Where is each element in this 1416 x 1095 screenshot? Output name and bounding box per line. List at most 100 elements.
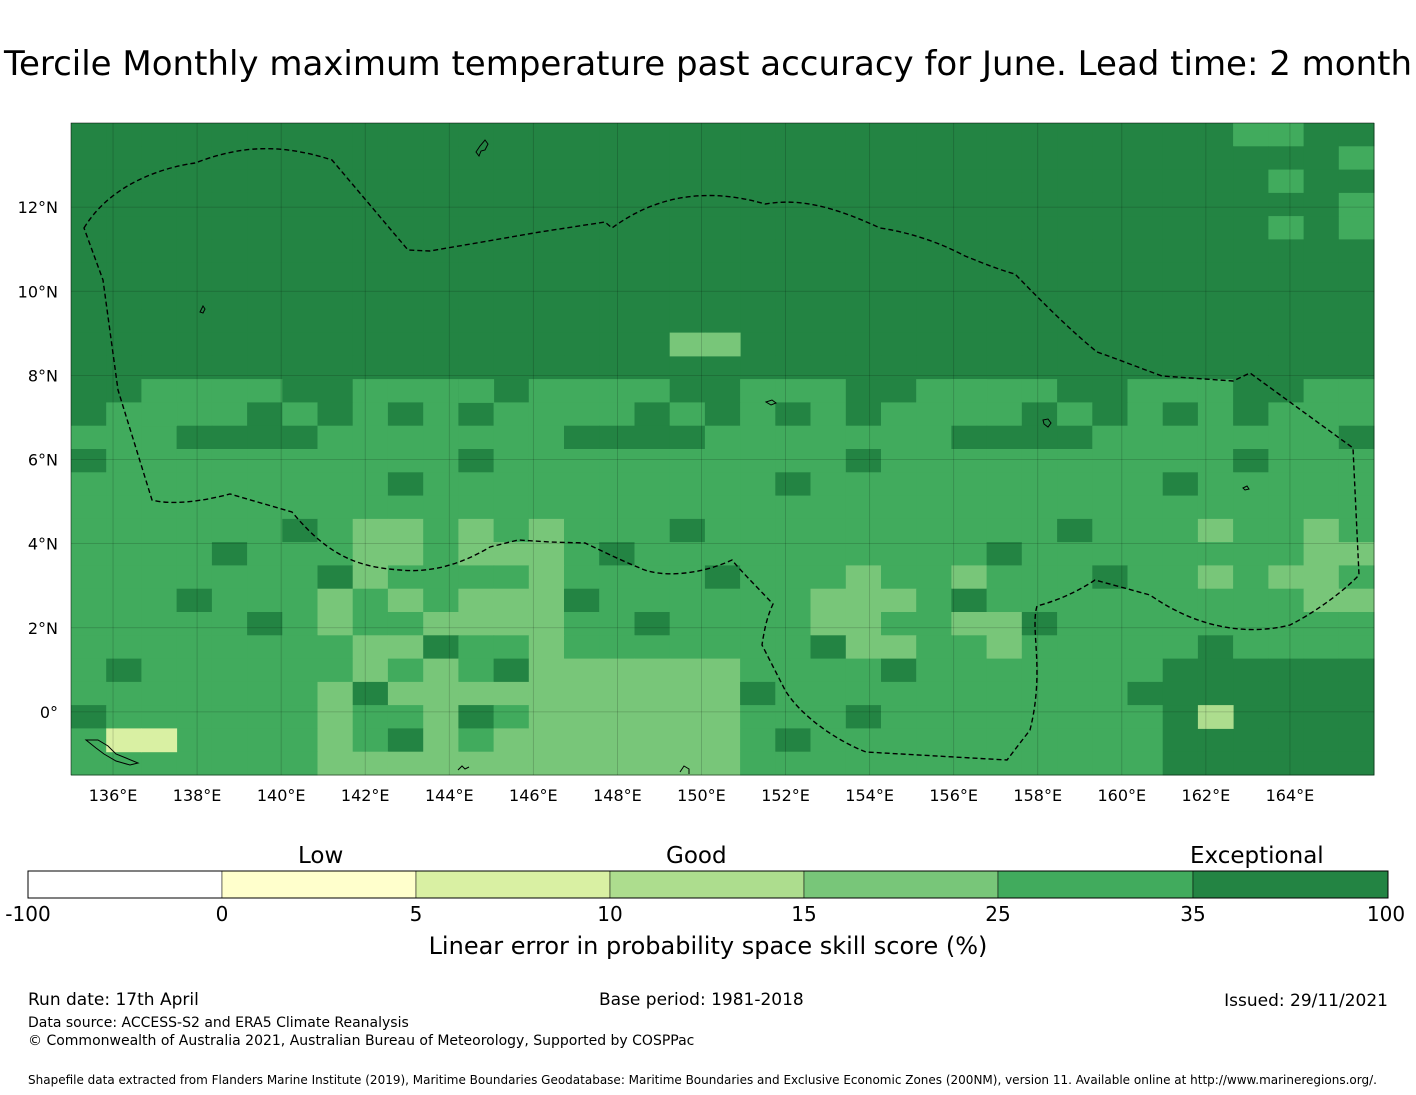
skill-cell <box>1233 658 1269 683</box>
skill-cell <box>176 309 213 334</box>
skill-cell <box>106 146 142 171</box>
skill-cell <box>704 635 741 660</box>
skill-cell <box>1303 425 1340 450</box>
chuuk-island <box>764 399 778 406</box>
skill-cell <box>599 635 635 660</box>
skill-cell <box>247 495 283 520</box>
skill-cell <box>141 542 178 566</box>
skill-cell <box>141 751 178 776</box>
skill-cell <box>986 705 1023 729</box>
data-source: Data source: ACCESS-S2 and ERA5 Climate … <box>28 1015 409 1031</box>
skill-cell <box>1303 635 1340 660</box>
skill-cell <box>1092 169 1128 194</box>
skill-cell <box>740 658 776 683</box>
skill-cell <box>634 751 671 776</box>
skill-cell <box>1197 449 1234 473</box>
skill-cell <box>775 146 811 171</box>
skill-cell <box>247 425 283 450</box>
skill-cell <box>1127 216 1164 240</box>
skill-cell <box>493 123 530 147</box>
skill-cell <box>493 518 530 543</box>
skill-cell <box>141 379 178 403</box>
skill-cell <box>740 192 776 217</box>
skill-cell <box>881 449 917 473</box>
skill-cell <box>634 192 671 217</box>
skill-cell <box>1233 309 1269 334</box>
skill-cell <box>1092 495 1128 520</box>
skill-cell <box>669 751 706 776</box>
skill-cell <box>1092 332 1128 357</box>
skill-cell <box>599 239 635 264</box>
skill-cell <box>1092 588 1128 613</box>
skill-cell <box>599 728 635 753</box>
skill-cell <box>916 192 952 217</box>
skill-cell <box>352 495 389 520</box>
skill-cell <box>528 728 565 753</box>
skill-cell <box>669 425 706 450</box>
skill-cell <box>1127 728 1164 753</box>
skill-cell <box>211 751 248 776</box>
skill-cell <box>1127 169 1164 194</box>
skill-cell <box>1092 542 1128 566</box>
skill-cell <box>881 588 917 613</box>
colorbar-segment <box>997 870 1194 899</box>
skill-cell <box>1338 495 1375 520</box>
category-exceptional: Exceptional <box>1190 843 1324 869</box>
skill-cell <box>211 612 248 636</box>
skill-cell <box>1197 728 1234 753</box>
skill-cell <box>493 635 530 660</box>
skill-cell <box>247 518 283 543</box>
skill-cell <box>387 425 424 450</box>
skill-cell <box>704 495 741 520</box>
skill-cell <box>599 146 635 171</box>
skill-cell <box>387 565 424 590</box>
skill-cell <box>387 402 424 427</box>
skill-cell <box>1092 751 1128 776</box>
skill-cell <box>1233 402 1269 427</box>
skill-cell <box>1268 146 1305 171</box>
skill-cell <box>1127 495 1164 520</box>
skill-cell <box>810 705 847 729</box>
skill-cell <box>106 588 142 613</box>
skill-cell <box>317 705 354 729</box>
skill-cell <box>704 681 741 706</box>
skill-cell <box>1092 216 1128 240</box>
skill-cell <box>387 658 424 683</box>
skill-cell <box>1303 658 1340 683</box>
longitude-label: 140°E <box>257 786 306 805</box>
skill-cell <box>881 123 917 147</box>
skill-cell <box>1197 425 1234 450</box>
skill-cell <box>247 588 283 613</box>
skill-cell <box>141 239 178 264</box>
skill-cell <box>247 262 283 287</box>
skill-cell <box>71 192 107 217</box>
skill-cell <box>845 728 882 753</box>
skill-cell <box>1303 355 1340 380</box>
skill-cell <box>599 355 635 380</box>
skill-cell <box>916 123 952 147</box>
skill-cell <box>1092 402 1128 427</box>
skill-cell <box>247 681 283 706</box>
skill-cell <box>810 425 847 450</box>
skill-cell <box>704 449 741 473</box>
skill-cell <box>1162 565 1199 590</box>
skill-cell <box>599 681 635 706</box>
longitude-label: 160°E <box>1097 786 1146 805</box>
skill-cell <box>176 728 213 753</box>
skill-cell <box>986 495 1023 520</box>
skill-cell <box>986 332 1023 357</box>
skill-cell <box>845 402 882 427</box>
skill-cell <box>493 705 530 729</box>
skill-cell <box>1021 216 1058 240</box>
skill-cell <box>704 192 741 217</box>
skill-cell <box>634 542 671 566</box>
skill-cell <box>1057 309 1093 334</box>
skill-cell <box>1233 635 1269 660</box>
skill-cell <box>1127 681 1164 706</box>
skill-cell <box>71 751 107 776</box>
skill-cell <box>106 728 142 753</box>
skill-cell <box>1197 495 1234 520</box>
skill-cell <box>458 286 495 310</box>
skill-cell <box>951 192 988 217</box>
